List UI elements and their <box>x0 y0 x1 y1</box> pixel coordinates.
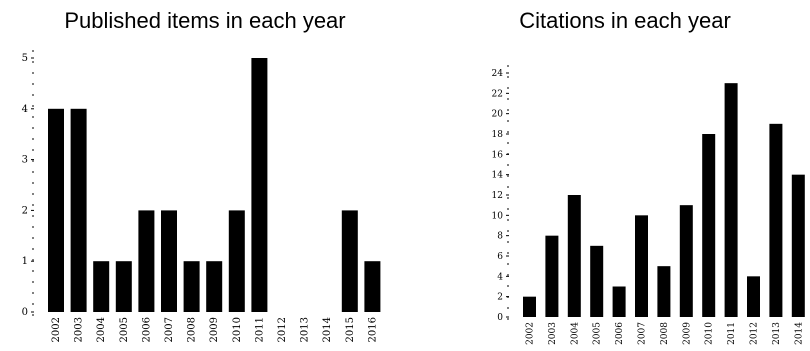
y-tick-label: 5 <box>22 53 28 64</box>
y-tick-label: 22 <box>492 89 503 99</box>
x-tick-label: 2009 <box>209 317 220 342</box>
x-tick-label: 2014 <box>794 322 804 345</box>
y-tick-label: 1 <box>22 256 28 267</box>
x-tick-label: 2002 <box>51 317 62 342</box>
x-tick-label: 2008 <box>187 317 198 342</box>
y-tick-label: 20 <box>492 110 504 120</box>
published-items-chart: Published items in each year 0 1 2 3 4 5 2002 2… <box>22 8 381 342</box>
x-tick-label: 2009 <box>682 322 692 345</box>
x-tick-label: 2013 <box>772 322 782 345</box>
citations-chart: Citations in each year 0 2 4 6 8 10 12 14 16 18 20… <box>440 0 810 351</box>
bar <box>702 134 716 317</box>
x-tick-label: 2012 <box>750 322 760 345</box>
bar <box>769 123 783 317</box>
x-tick-label: 2010 <box>232 317 243 342</box>
y-tick-label: 2 <box>22 205 28 216</box>
x-tick-label: 2004 <box>96 317 107 342</box>
y-tick-label: 2 <box>497 293 503 303</box>
x-tick-label: 2015 <box>345 317 356 342</box>
bar <box>251 58 268 312</box>
bar <box>635 215 648 317</box>
chart-title: Citations in each year <box>519 8 731 33</box>
chart-title: Published items in each year <box>64 8 346 33</box>
y-tick-label: 14 <box>492 171 504 181</box>
bar <box>115 261 132 312</box>
x-tick-label: 2005 <box>119 317 130 342</box>
y-tick-label: 0 <box>497 313 503 323</box>
x-tick-label: 2012 <box>277 317 288 342</box>
bar <box>679 205 693 317</box>
x-tick-label: 2013 <box>300 317 311 342</box>
x-tick-label: 2016 <box>367 317 378 342</box>
x-tick-label: 2002 <box>526 322 536 345</box>
bar <box>228 210 245 312</box>
published-items-plot: 0 1 2 3 4 5 2002 2003 2004 2005 2006 2007 2008 2009 20… <box>22 50 381 342</box>
bar <box>48 108 64 312</box>
x-tick-label: 2003 <box>74 317 85 342</box>
bar <box>523 296 536 317</box>
bar <box>724 83 738 318</box>
bar <box>657 266 671 317</box>
y-tick-label: 8 <box>497 232 503 242</box>
x-tick-label: 2006 <box>141 317 152 342</box>
y-tick-label: 10 <box>492 211 504 221</box>
x-tick-label: 2004 <box>570 322 580 345</box>
y-tick-label: 4 <box>497 272 503 282</box>
y-tick-label: 12 <box>492 191 503 201</box>
x-tick-label: 2010 <box>705 322 715 345</box>
bar <box>545 235 559 317</box>
bar <box>161 210 177 312</box>
x-tick-label: 2011 <box>254 317 265 342</box>
y-tick-label: 3 <box>22 155 28 166</box>
bar <box>183 261 200 312</box>
bar <box>70 108 87 312</box>
bar <box>93 261 110 312</box>
x-tick-label: 2008 <box>660 322 670 345</box>
x-tick-label: 2007 <box>164 317 175 342</box>
y-tick-label: 6 <box>497 252 503 262</box>
bar <box>612 286 626 317</box>
bar <box>206 261 223 312</box>
bar <box>138 210 155 312</box>
y-tick-label: 0 <box>22 307 28 318</box>
bar <box>791 174 805 317</box>
x-tick-label: 2003 <box>548 322 558 345</box>
bar <box>341 210 358 312</box>
x-tick-label: 2007 <box>638 322 648 345</box>
x-tick-label: 2006 <box>615 322 625 345</box>
y-tick-label: 18 <box>492 130 504 140</box>
bar <box>364 261 381 312</box>
y-tick-label: 24 <box>492 69 504 79</box>
bar <box>747 276 760 317</box>
y-tick-label: 4 <box>22 104 28 115</box>
x-tick-label: 2005 <box>593 322 603 345</box>
x-tick-label: 2011 <box>727 322 737 345</box>
bar <box>590 245 604 317</box>
bar <box>567 195 581 317</box>
x-tick-label: 2014 <box>322 317 333 342</box>
y-tick-label: 16 <box>492 150 504 160</box>
